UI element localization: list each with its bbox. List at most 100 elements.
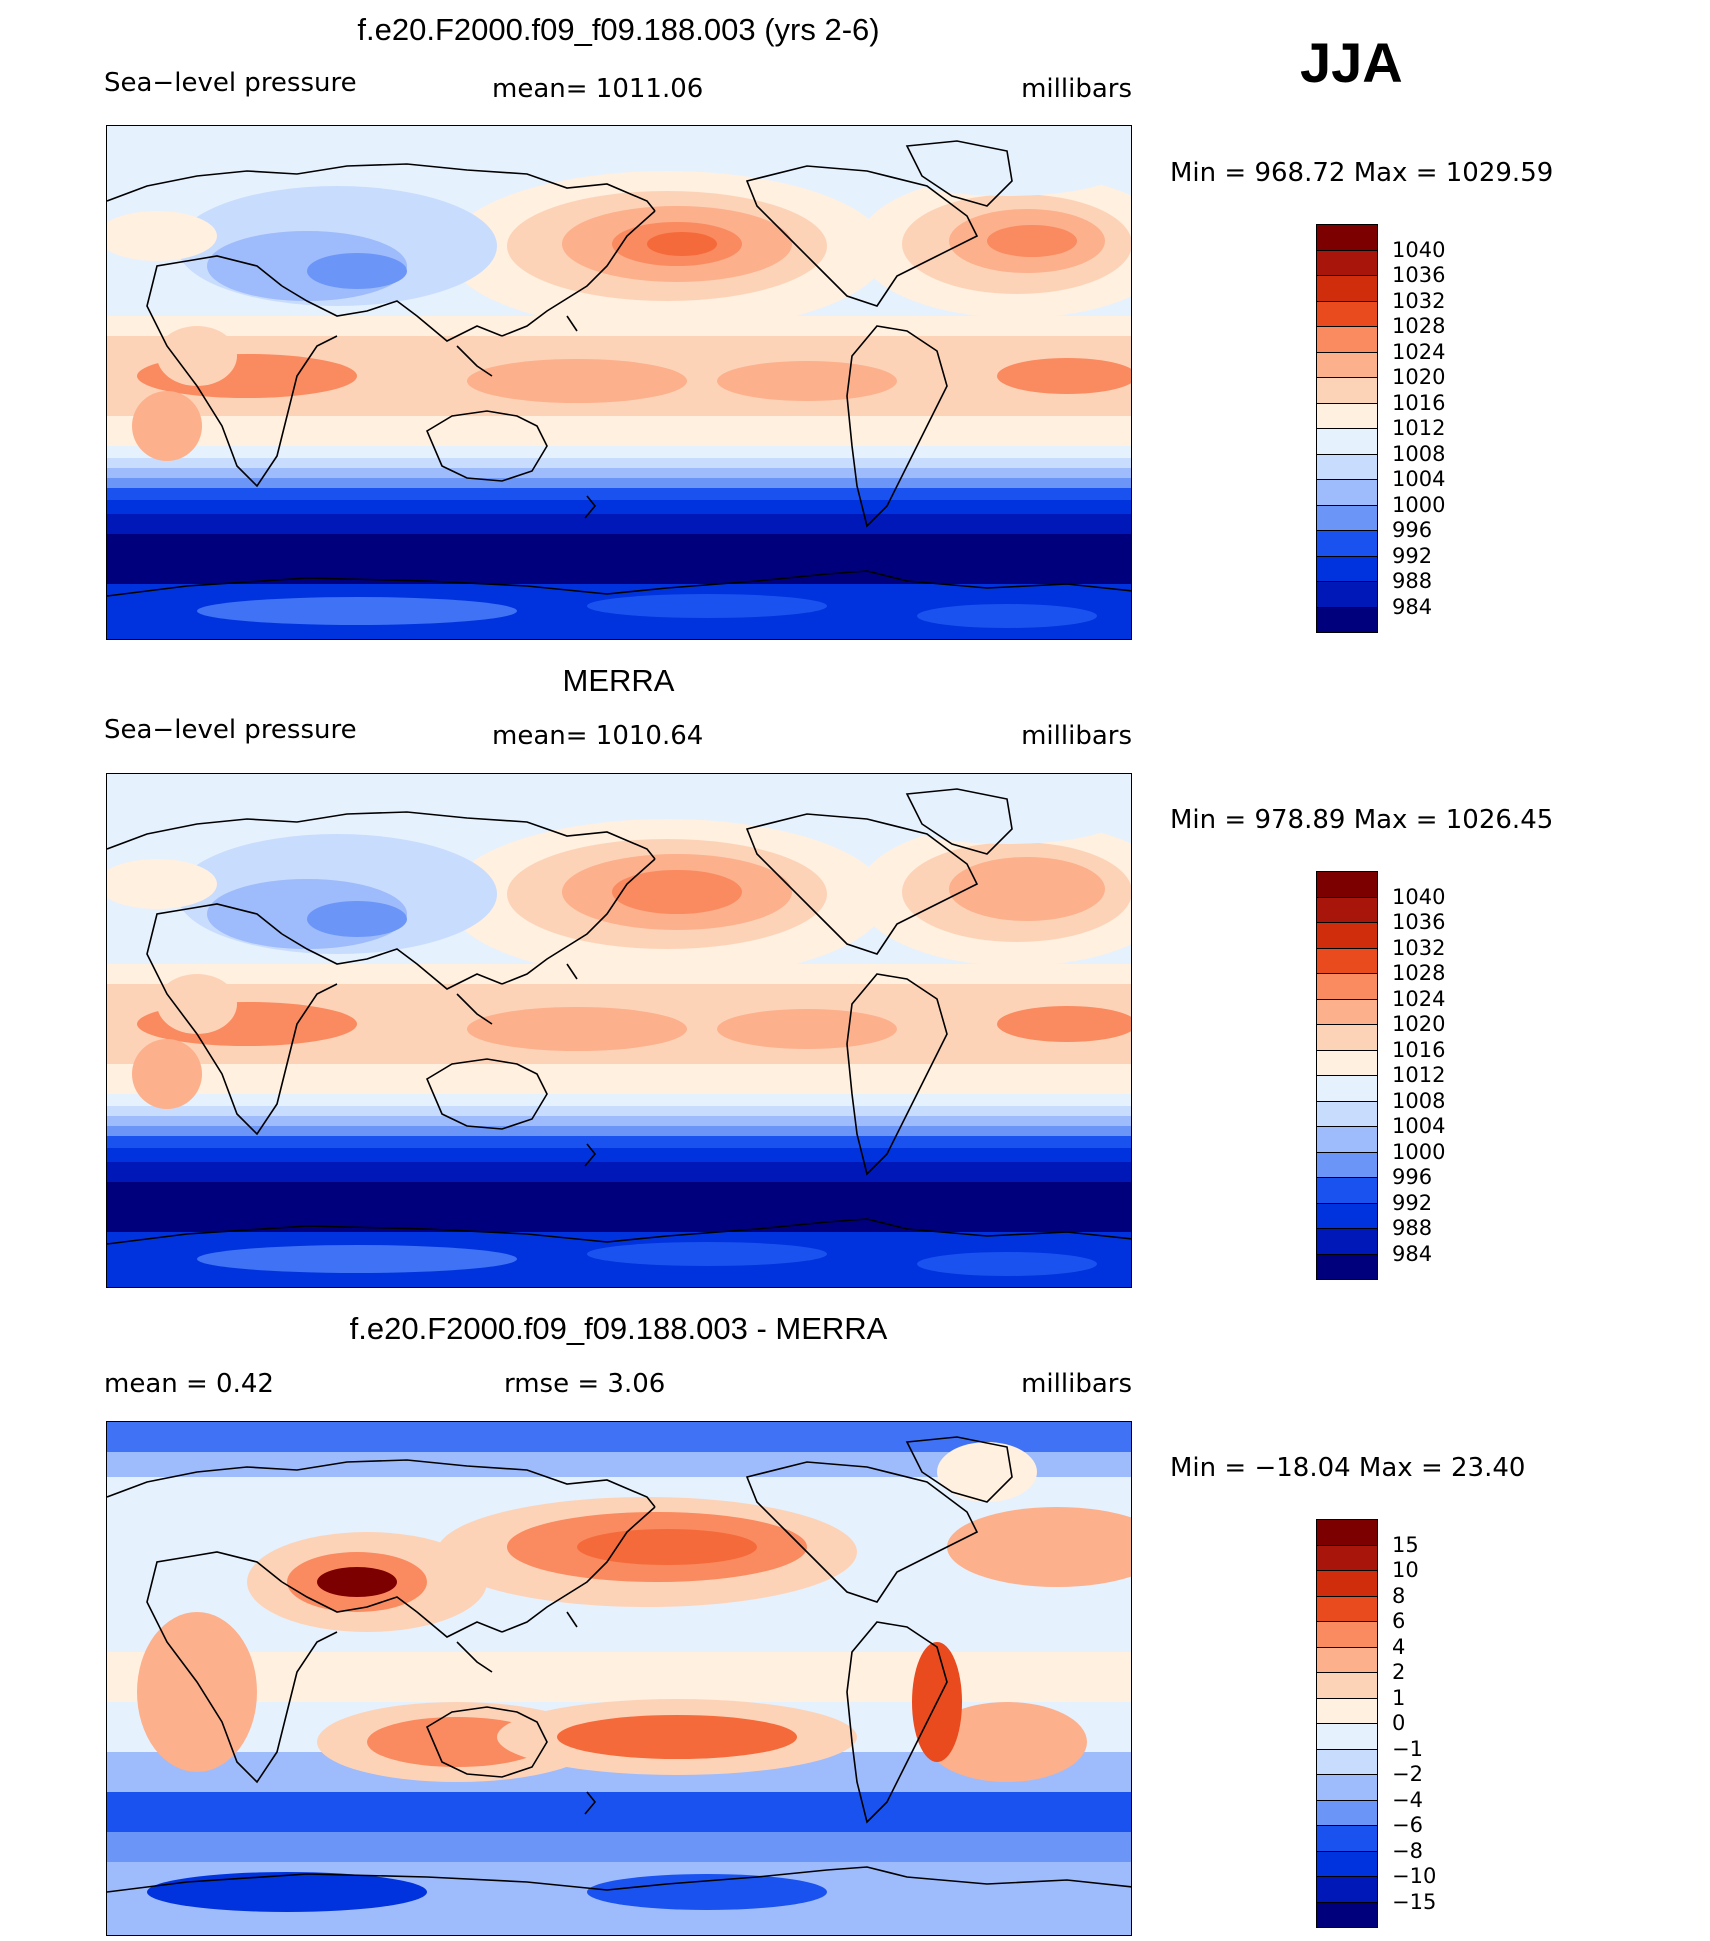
colorbar-tick-label: 0 xyxy=(1392,1711,1406,1735)
panel-title: f.e20.F2000.f09_f09.188.003 - MERRA xyxy=(349,1311,888,1346)
colorbar-cell xyxy=(1316,1570,1378,1597)
colorbar-cell xyxy=(1316,453,1378,480)
contour-blob xyxy=(987,225,1077,257)
variable-label: Sea−level pressure xyxy=(104,715,357,745)
colorbar-tick-label: 1028 xyxy=(1392,961,1446,985)
contour-band xyxy=(107,514,1131,534)
coastline xyxy=(566,1611,578,1628)
colorbar-tick-label: 1016 xyxy=(1392,1037,1446,1062)
season-label: JJA xyxy=(1300,31,1403,94)
variable-label: Sea−level pressure xyxy=(104,68,357,98)
colorbar-cell xyxy=(1316,1595,1378,1622)
contour-band xyxy=(107,478,1131,488)
colorbar-tick-label: 992 xyxy=(1392,543,1433,568)
colorbar-cell xyxy=(1316,351,1378,378)
contour-blob xyxy=(467,359,687,403)
colorbar-tick-label: 1032 xyxy=(1392,288,1446,313)
coastline xyxy=(501,858,656,985)
panel-title: MERRA xyxy=(562,663,675,698)
panel-merra: MERRA Sea−level pressure mean= 1010.64 m… xyxy=(0,647,1710,1293)
colorbar-cell xyxy=(1316,1253,1378,1280)
coastline xyxy=(281,933,503,990)
colorbar-cell xyxy=(1316,326,1378,353)
colorbar-tick-label: 10 xyxy=(1392,1558,1419,1582)
colorbar-tick-label: 1008 xyxy=(1392,441,1446,466)
colorbar-cell xyxy=(1316,479,1378,506)
colorbar-tick-label: 8 xyxy=(1392,1583,1406,1608)
colorbar-cell xyxy=(1316,896,1378,923)
colorbar-tick-label: 996 xyxy=(1392,518,1433,542)
contour-blob xyxy=(317,1567,397,1597)
coastline xyxy=(745,1461,979,1603)
contour-blob xyxy=(132,391,202,461)
coastline xyxy=(107,1218,1131,1245)
contour-blob xyxy=(887,784,1127,844)
coastline xyxy=(745,813,979,955)
colorbar-tick-label: 984 xyxy=(1392,1241,1433,1266)
coastline xyxy=(146,1551,338,1784)
contour-band xyxy=(107,458,1131,468)
coastline xyxy=(146,903,338,1136)
map-plot xyxy=(106,773,1132,1288)
map-svg xyxy=(107,1422,1131,1935)
colorbar-tick-label: 1032 xyxy=(1392,935,1446,960)
rmse-label: rmse = 3.06 xyxy=(504,1369,666,1399)
colorbar-cell xyxy=(1316,1519,1378,1546)
colorbar-tick-label: 1024 xyxy=(1392,986,1446,1011)
colorbar-cell xyxy=(1316,1748,1378,1775)
contour-band xyxy=(107,1832,1131,1862)
map-svg xyxy=(107,774,1131,1287)
colorbar-tick-label: −8 xyxy=(1392,1838,1423,1863)
colorbar-tick-label: 1028 xyxy=(1392,314,1446,338)
contour-blob xyxy=(917,604,1097,628)
colorbar-cell xyxy=(1316,300,1378,327)
contour-band xyxy=(107,1182,1131,1232)
colorbar-cell xyxy=(1316,1850,1378,1877)
colorbar-tick-label: −15 xyxy=(1392,1889,1437,1914)
colorbar-tick-label: 4 xyxy=(1392,1634,1406,1659)
contour-blob xyxy=(137,1612,257,1772)
contour-band xyxy=(107,126,1131,146)
colorbar-tick-label: 992 xyxy=(1392,1190,1433,1215)
colorbar-cell xyxy=(1316,1126,1378,1153)
colorbar-tick-label: 1012 xyxy=(1392,416,1446,440)
mean-label: mean= 1010.64 xyxy=(492,721,704,751)
colorbar-cell xyxy=(1316,871,1378,898)
contour-band xyxy=(107,488,1131,500)
colorbar-cell xyxy=(1316,377,1378,404)
colorbar-cell xyxy=(1316,1177,1378,1204)
contour-blob xyxy=(107,859,217,909)
contour-blob xyxy=(307,253,407,289)
contour-blob xyxy=(157,326,237,386)
map-plot xyxy=(106,125,1132,640)
contour-blob xyxy=(887,136,1127,196)
colorbar-cell xyxy=(1316,402,1378,429)
colorbar-cell xyxy=(1316,1024,1378,1051)
contour-band xyxy=(107,1652,1131,1702)
coastline xyxy=(456,345,493,377)
contour-band xyxy=(107,1094,1131,1106)
colorbar-cell xyxy=(1316,1049,1378,1076)
contour-blob xyxy=(647,232,717,256)
colorbar-tick-label: 15 xyxy=(1392,1532,1419,1557)
colorbar-cell xyxy=(1316,1202,1378,1229)
contour-blob xyxy=(997,358,1131,394)
contour-band xyxy=(107,774,1131,794)
contour-band xyxy=(107,534,1131,584)
units-label: millibars xyxy=(1021,1369,1132,1399)
colorbar-cell xyxy=(1316,224,1378,251)
colorbar-tick-label: 1040 xyxy=(1392,237,1446,262)
contour-blob xyxy=(949,857,1105,921)
contour-blob xyxy=(467,1007,687,1051)
minmax-label: Min = −18.04 Max = 23.40 xyxy=(1170,1453,1526,1483)
map-plot xyxy=(106,1421,1132,1936)
colorbar-cell xyxy=(1316,1901,1378,1928)
colorbar-tick-label: 1016 xyxy=(1392,390,1446,415)
colorbar-tick-label: −2 xyxy=(1392,1762,1423,1786)
colorbar-tick-label: 988 xyxy=(1392,1216,1433,1240)
coastline xyxy=(107,1866,1131,1893)
coastline xyxy=(107,1459,656,1508)
colorbar-tick-label: 1020 xyxy=(1392,365,1446,389)
coastline xyxy=(281,1581,503,1638)
contour-band xyxy=(107,446,1131,458)
